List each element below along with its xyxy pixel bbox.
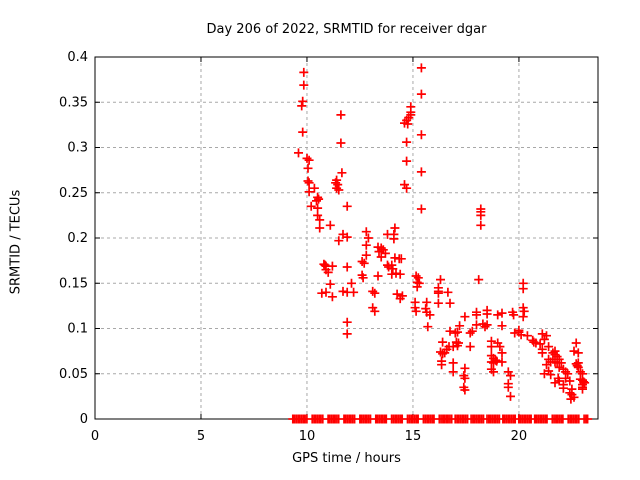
y-tick-label: 0 [80, 412, 88, 427]
y-tick-label: 0.35 [59, 95, 88, 110]
scatter-series-srmtid [294, 63, 590, 404]
y-tick-label: 0.3 [67, 141, 88, 156]
x-tick-label: 0 [91, 429, 99, 444]
y-tick-label: 0.05 [59, 367, 88, 382]
y-tick-label: 0.2 [67, 231, 88, 246]
y-tick-label: 0.15 [59, 276, 88, 291]
chart-title: Day 206 of 2022, SRMTID for receiver dga… [206, 22, 487, 37]
grid-lines [95, 57, 598, 419]
y-tick-label: 0.1 [67, 322, 88, 337]
y-tick-label: 0.4 [67, 50, 88, 65]
x-tick-label: 5 [197, 429, 205, 444]
y-tick-label: 0.25 [59, 186, 88, 201]
x-tick-label: 10 [299, 429, 316, 444]
x-axis-label: GPS time / hours [292, 451, 401, 466]
x-tick-label: 20 [511, 429, 528, 444]
x-tick-label: 15 [405, 429, 422, 444]
zero-row-markers [288, 414, 593, 424]
